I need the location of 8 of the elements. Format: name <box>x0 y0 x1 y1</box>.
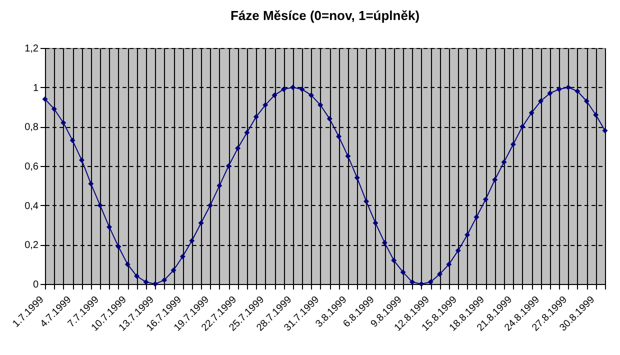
y-tick-label: 1,2 <box>24 44 39 54</box>
y-tick-label: 0 <box>32 280 39 290</box>
y-tick-label: 0,8 <box>24 122 39 134</box>
chart-title: Fáze Měsíce (0=nov, 1=úplněk) <box>230 8 420 23</box>
y-tick-label: 0,4 <box>24 200 39 212</box>
y-tick-label: 0,2 <box>24 240 39 252</box>
y-tick-label: 1 <box>32 82 39 94</box>
y-tick-label: 0,6 <box>24 162 39 172</box>
